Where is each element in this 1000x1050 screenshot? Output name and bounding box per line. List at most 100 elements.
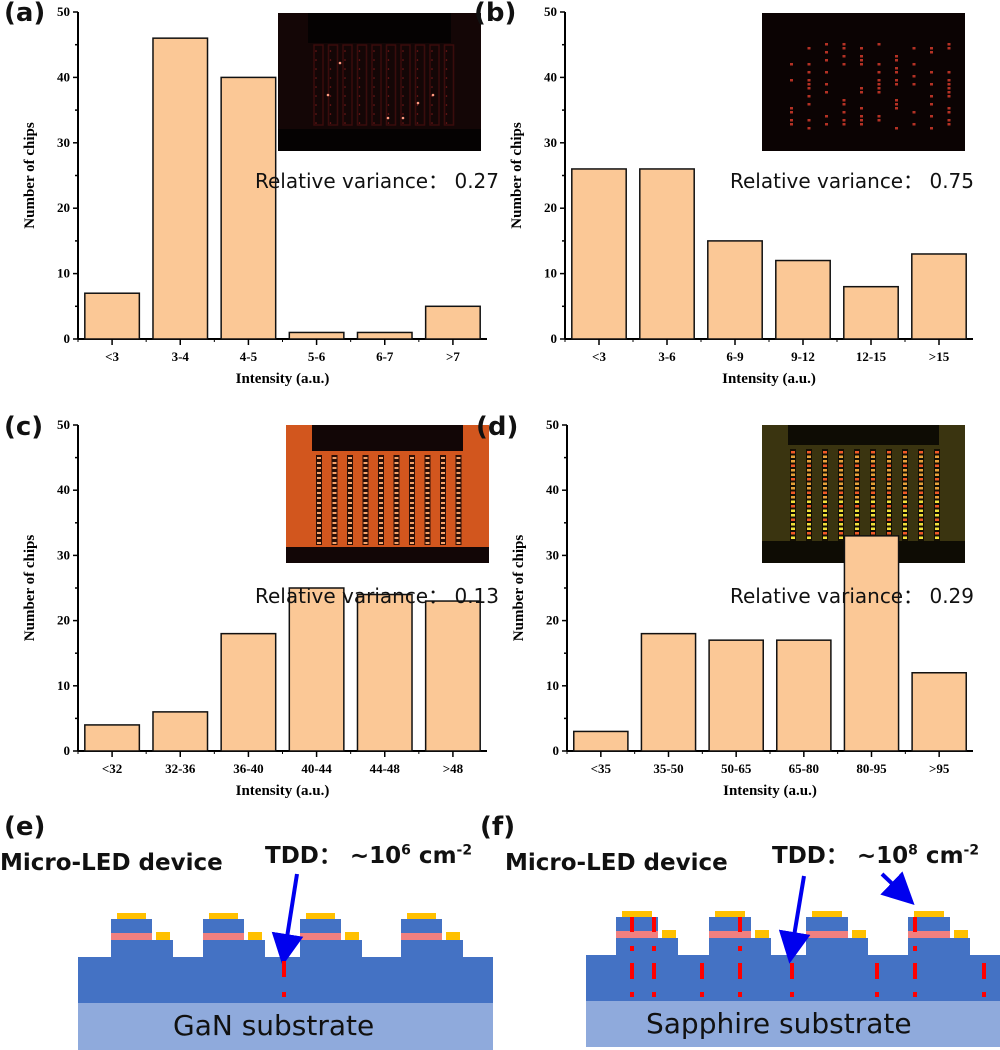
threading-dislocation	[652, 992, 656, 997]
x-tick-label: 40-44	[301, 761, 332, 776]
tdd-arrow	[882, 874, 903, 894]
n-gan-layer	[203, 940, 265, 957]
y-tick-label: 50	[544, 4, 557, 19]
substrate-label: GaN substrate	[173, 1009, 374, 1042]
x-tick-label: 4-5	[240, 349, 258, 364]
n-contact	[345, 932, 359, 940]
x-tick-label: 9-12	[791, 349, 815, 364]
bar	[357, 595, 412, 751]
x-tick-label: <3	[105, 349, 119, 364]
x-tick-label: <3	[592, 349, 606, 364]
n-contact	[156, 932, 170, 940]
bar	[357, 332, 412, 339]
x-tick-label: <35	[591, 761, 612, 776]
threading-dislocation	[700, 963, 704, 979]
y-tick-label: 0	[551, 331, 558, 346]
y-tick-label: 0	[553, 743, 560, 758]
mqw-layer	[401, 933, 442, 940]
micro-led-mesa	[401, 913, 463, 957]
threading-dislocation	[913, 963, 917, 979]
threading-dislocation	[652, 917, 656, 932]
mqw-layer	[203, 933, 244, 940]
p-contact	[622, 911, 652, 917]
p-gan-layer	[203, 919, 244, 933]
threading-dislocation	[700, 992, 704, 997]
y-tick-label: 0	[64, 331, 71, 346]
bar	[574, 731, 628, 751]
bar	[844, 536, 898, 751]
mqw-layer	[908, 931, 950, 938]
x-tick-label: 32-36	[165, 761, 196, 776]
n-contact	[662, 930, 676, 938]
bar	[640, 169, 694, 339]
p-gan-layer	[616, 917, 658, 931]
threading-dislocation	[913, 946, 917, 951]
bar-chart-b: 01020304050<3 3-6 6-9 9-12 12-15 >15Intensity…	[500, 0, 1000, 400]
inset-image	[762, 13, 965, 151]
x-tick-label: >48	[443, 761, 464, 776]
x-tick-label: 50-65	[721, 761, 752, 776]
n-gan-layer	[616, 938, 678, 955]
y-axis-title: Number of chips	[509, 122, 525, 229]
x-tick-label: 12-15	[856, 349, 887, 364]
p-gan-layer	[300, 919, 341, 933]
diagram-panel-e: (e) Micro-LED device TDD： ~106 cm-2 GaN …	[0, 800, 500, 1050]
x-tick-label: >7	[446, 349, 460, 364]
y-tick-label: 40	[57, 482, 70, 497]
threading-dislocation	[913, 917, 917, 932]
bar	[708, 241, 762, 339]
x-axis-title: Intensity (a.u.)	[236, 783, 330, 799]
threading-dislocation	[982, 963, 986, 979]
relative-variance-annotation: Relative variance： 0.75	[730, 169, 974, 193]
panel-label: (a)	[4, 0, 45, 28]
y-tick-label: 10	[57, 678, 70, 693]
x-tick-label: 35-50	[653, 761, 683, 776]
bar	[776, 261, 830, 339]
bar	[912, 254, 966, 339]
y-tick-label: 30	[544, 135, 557, 150]
bar	[844, 287, 898, 339]
micro-led-mesa	[616, 911, 678, 955]
p-contact	[812, 911, 842, 917]
panel-label: (b)	[474, 0, 516, 28]
bar	[572, 169, 626, 339]
n-contact	[954, 930, 968, 938]
bar	[153, 712, 208, 751]
y-tick-label: 50	[546, 417, 559, 432]
bar	[153, 38, 208, 339]
threading-dislocation	[790, 963, 794, 979]
diagram-panel-f: (f) Micro-LED device TDD： ~108 cm-2 Sapp…	[500, 800, 1000, 1050]
mqw-layer	[709, 931, 751, 938]
bar-chart-c: 01020304050<32 32-36 36-40 40-44 44-48 >48Int…	[0, 400, 500, 800]
tdd-arrow	[285, 874, 297, 950]
y-tick-label: 40	[544, 69, 557, 84]
y-tick-label: 20	[546, 613, 559, 628]
p-contact	[407, 913, 436, 919]
y-tick-label: 20	[57, 200, 70, 215]
y-axis-title: Number of chips	[22, 122, 38, 229]
x-tick-label: 80-95	[856, 761, 887, 776]
relative-variance-annotation: Relative variance： 0.29	[730, 584, 974, 608]
x-axis-title: Intensity (a.u.)	[236, 371, 330, 387]
bar	[85, 293, 140, 339]
micro-led-mesa	[806, 911, 868, 955]
y-tick-label: 10	[546, 678, 559, 693]
y-tick-label: 10	[544, 266, 557, 281]
y-tick-label: 50	[57, 417, 70, 432]
bar	[426, 601, 481, 751]
mqw-layer	[616, 931, 658, 938]
tdd-arrow	[792, 876, 804, 948]
panel-label: (c)	[4, 412, 43, 442]
x-tick-label: 3-4	[172, 349, 190, 364]
micro-led-mesa	[300, 913, 362, 957]
bar	[912, 673, 966, 751]
threading-dislocation	[630, 946, 634, 951]
n-gan-layer	[806, 938, 868, 955]
p-gan-layer	[709, 917, 751, 931]
p-gan-layer	[111, 919, 152, 933]
bar	[85, 725, 140, 751]
n-gan-layer	[300, 940, 362, 957]
x-tick-label: <32	[102, 761, 122, 776]
threading-dislocation	[875, 963, 879, 979]
p-gan-layer	[806, 917, 848, 931]
